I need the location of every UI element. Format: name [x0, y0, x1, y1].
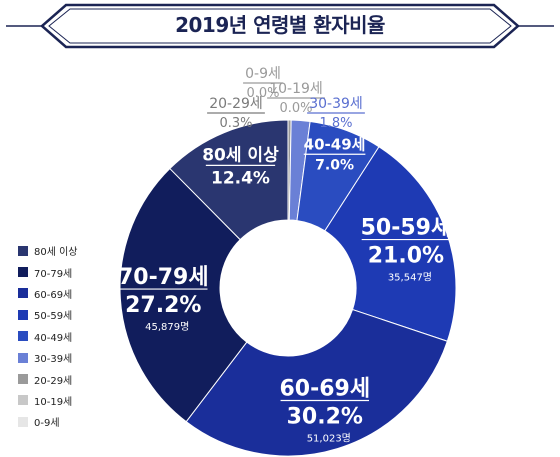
slice-50-59세: [324, 146, 457, 342]
slice-value-10-19세: 0.0%: [279, 101, 312, 116]
slice-value-20-29세: 0.3%: [219, 116, 252, 131]
legend-label: 20-29세: [34, 375, 73, 387]
legend-swatch: [18, 416, 28, 427]
legend-label: 80세 이상: [34, 247, 78, 259]
legend-item: 60-69세: [18, 283, 78, 304]
slice-value-40-49세: 7.0%: [315, 157, 354, 173]
legend-swatch: [18, 309, 28, 320]
legend-label: 10-19세: [34, 396, 73, 408]
slice-value-0-9세: 0.0%: [246, 86, 279, 101]
legend-item: 10-19세: [18, 390, 78, 411]
legend-label: 40-49세: [34, 332, 73, 344]
legend-item: 40-49세: [18, 326, 78, 347]
chart-title: 2019년 연령별 환자비율: [175, 13, 385, 37]
slice-value-70-79세: 27.2%: [125, 293, 201, 318]
slice-70-79세: [119, 167, 248, 423]
slice-label-10-19세: 10-19세: [269, 81, 323, 97]
title-banner-inner: [48, 8, 512, 44]
slice-value-60-69세: 30.2%: [287, 404, 363, 429]
legend: 80세 이상 70-79세 60-69세 50-59세 40-49세 30-39세 20-2…: [18, 240, 78, 433]
legend-label: 60-69세: [34, 289, 73, 301]
legend-swatch: [18, 267, 28, 278]
legend-swatch: [18, 288, 28, 299]
slice-count-50-59세: 35,547명: [388, 272, 432, 284]
slice-label-80세 이상: 80세 이상: [202, 145, 279, 165]
slice-value-30-39세: 1.8%: [319, 116, 352, 131]
legend-swatch: [18, 352, 28, 363]
legend-label: 70-79세: [34, 268, 73, 280]
legend-item: 80세 이상: [18, 240, 78, 261]
slice-60-69세: [185, 308, 448, 457]
slice-label-40-49세: 40-49세: [304, 135, 366, 153]
slice-label-20-29세: 20-29세: [209, 96, 263, 112]
slice-label-50-59세: 50-59세: [361, 216, 452, 241]
legend-label: 0-9세: [34, 418, 60, 430]
legend-label: 30-39세: [34, 354, 73, 366]
legend-item: 70-79세: [18, 261, 78, 282]
legend-swatch: [18, 374, 28, 385]
legend-swatch: [18, 395, 28, 406]
slice-label-30-39세: 30-39세: [309, 96, 363, 112]
legend-swatch: [18, 245, 28, 256]
slice-label-0-9세: 0-9세: [245, 66, 281, 82]
slice-value-50-59세: 21.0%: [368, 244, 444, 269]
slice-80세 이상: [169, 119, 289, 241]
legend-item: 0-9세: [18, 411, 78, 432]
slice-label-70-79세: 70-79세: [118, 265, 209, 290]
title-banner-frame: [40, 3, 520, 49]
slice-count-60-69세: 51,023명: [307, 432, 351, 444]
title-banner: [6, 3, 554, 49]
legend-label: 50-59세: [34, 311, 73, 323]
legend-item: 50-59세: [18, 304, 78, 325]
slice-value-80세 이상: 12.4%: [211, 168, 270, 188]
slice-label-60-69세: 60-69세: [279, 376, 370, 401]
slice-count-70-79세: 45,879명: [145, 321, 189, 333]
legend-item: 30-39세: [18, 347, 78, 368]
legend-item: 20-29세: [18, 368, 78, 389]
legend-swatch: [18, 331, 28, 342]
